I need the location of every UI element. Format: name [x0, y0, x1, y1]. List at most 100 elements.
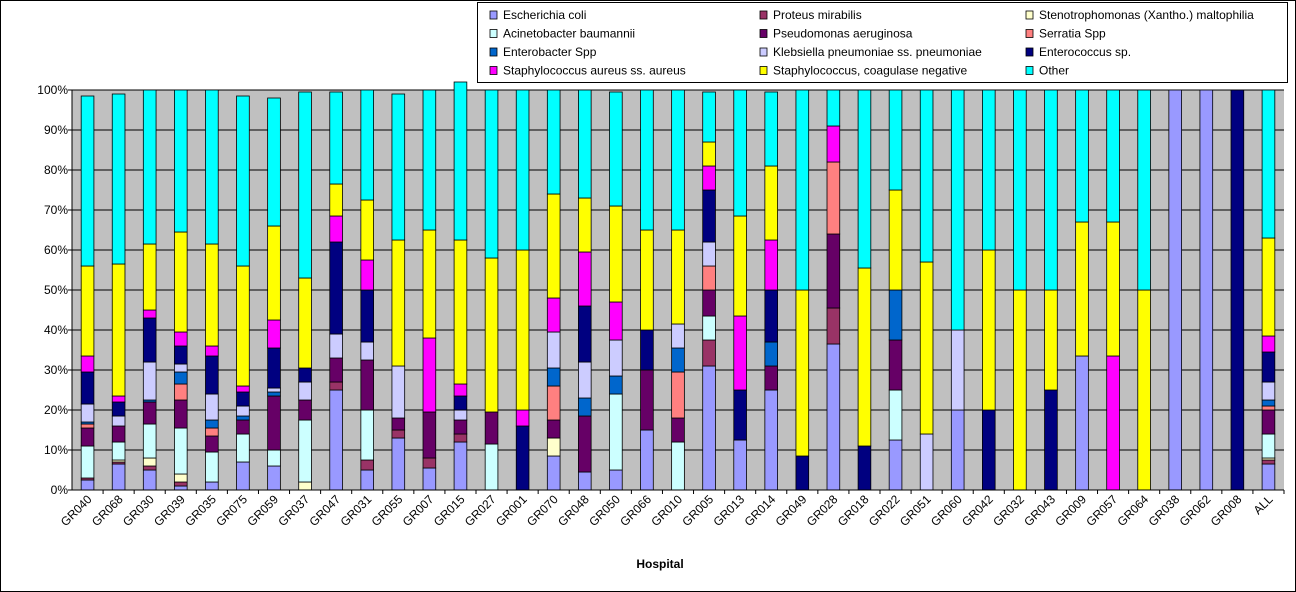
bar-segment	[80, 371, 95, 405]
bar-segment	[236, 461, 250, 491]
bar-segment	[391, 239, 406, 367]
bar-group-GR050	[609, 91, 623, 491]
legend-item: Staphylococcus, coagulase negative	[759, 64, 967, 78]
bar-segment	[80, 427, 95, 447]
bar-group-GR010	[671, 89, 685, 491]
bar-segment	[205, 451, 219, 483]
bar-segment	[764, 289, 778, 343]
bar-segment	[640, 89, 654, 231]
bar-segment	[702, 315, 716, 341]
bar-segment	[857, 89, 872, 269]
bar-groups	[80, 81, 1276, 491]
bar-segment	[671, 89, 685, 231]
bar-segment	[205, 427, 219, 437]
bar-segment	[391, 437, 406, 491]
bar-segment	[733, 389, 747, 441]
legend-label: Staphylococcus, coagulase negative	[773, 64, 967, 78]
bar-group-GR038	[1168, 89, 1182, 491]
bar-segment	[1261, 335, 1276, 353]
bar-group-GR008	[1230, 89, 1245, 491]
legend-swatch	[489, 66, 498, 75]
bar-segment	[267, 391, 281, 397]
bar-segment	[609, 339, 623, 377]
bar-segment	[1261, 351, 1276, 383]
y-tick-label: 90%	[44, 123, 68, 137]
bar-segment	[888, 339, 903, 391]
bar-segment	[453, 81, 468, 241]
bar-segment	[422, 229, 437, 339]
bar-segment	[982, 409, 996, 491]
bar-group-GR035	[205, 89, 219, 491]
bar-segment	[1013, 289, 1027, 491]
bar-group-GR040	[80, 95, 95, 491]
bar-segment	[795, 89, 810, 291]
bar-segment	[453, 395, 468, 411]
bar-segment	[173, 363, 188, 373]
bar-group-GR047	[329, 91, 343, 491]
bar-group-GR060	[950, 89, 965, 491]
bar-segment	[80, 95, 95, 267]
bar-segment	[142, 317, 157, 363]
bar-segment	[671, 441, 685, 491]
bar-segment	[919, 261, 934, 435]
bar-segment	[298, 277, 312, 369]
bar-segment	[609, 91, 623, 207]
bar-segment	[1137, 289, 1151, 491]
bar-segment	[173, 399, 188, 429]
y-tick-label: 20%	[44, 403, 68, 417]
bar-group-GR037	[298, 91, 312, 491]
bar-segment	[236, 419, 250, 435]
bar-segment	[360, 259, 374, 291]
bar-segment	[578, 251, 592, 307]
legend-swatch	[1025, 47, 1034, 57]
bar-segment	[1261, 399, 1276, 407]
bar-segment	[142, 469, 157, 491]
bar-segment	[1261, 459, 1276, 465]
bar-segment	[1106, 221, 1120, 357]
legend-item: Proteus mirabilis	[759, 8, 862, 22]
bar-segment	[173, 331, 188, 347]
bar-segment	[267, 97, 281, 227]
y-tick-label: 60%	[44, 243, 68, 257]
bar-segment	[546, 331, 561, 369]
bar-segment	[391, 93, 406, 241]
bar-segment	[515, 89, 530, 251]
bar-group-GR059	[267, 97, 281, 491]
bar-segment	[329, 91, 343, 185]
bar-segment	[142, 243, 157, 311]
bar-segment	[360, 89, 374, 201]
bar-segment	[111, 415, 126, 427]
bar-segment	[702, 91, 716, 143]
bar-segment	[298, 399, 312, 421]
bar-segment	[609, 301, 623, 341]
bar-group-GR039	[173, 89, 188, 491]
bar-group-GR013	[733, 89, 747, 491]
bar-segment	[111, 463, 126, 491]
bar-segment	[1044, 289, 1058, 391]
bar-segment	[671, 347, 685, 373]
bar-segment	[142, 401, 157, 425]
bar-segment	[173, 473, 188, 483]
bar-segment	[1137, 89, 1151, 291]
bar-segment	[422, 411, 437, 459]
bar-segment	[982, 249, 996, 411]
bar-segment	[546, 385, 561, 421]
bar-segment	[515, 425, 530, 491]
bar-segment	[578, 305, 592, 363]
bar-segment	[609, 469, 623, 491]
bar-group-GR057	[1106, 89, 1120, 491]
bar-segment	[173, 231, 188, 333]
bar-segment	[671, 229, 685, 325]
bar-segment	[1075, 355, 1089, 491]
y-tick-label: 10%	[44, 443, 68, 457]
bar-segment	[298, 91, 312, 279]
bar-group-GR066	[640, 89, 654, 491]
bar-segment	[826, 125, 841, 163]
bar-segment	[205, 481, 219, 491]
y-tick-label: 80%	[44, 163, 68, 177]
bar-segment	[111, 263, 126, 397]
bar-segment	[764, 341, 778, 367]
bar-segment	[329, 333, 343, 359]
bar-segment	[360, 469, 374, 491]
bar-segment	[546, 89, 561, 195]
